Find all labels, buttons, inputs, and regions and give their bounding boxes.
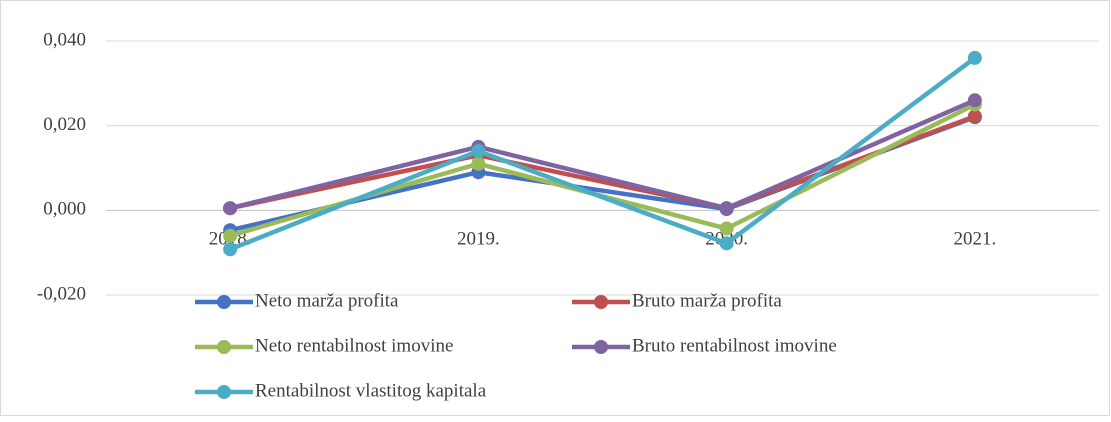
y-tick-label: 0,000 [43, 199, 86, 220]
legend-label: Bruto marža profita [632, 290, 782, 311]
series-line [229, 114, 976, 211]
data-point [967, 109, 982, 124]
legend-label: Bruto rentabilnost imovine [632, 335, 837, 356]
series-line [229, 98, 976, 211]
legend-swatch-marker [594, 295, 608, 309]
y-tick-label: 0,040 [43, 29, 86, 50]
legend-swatch-marker [594, 340, 608, 354]
data-point [967, 50, 982, 65]
x-tick-label: 2019. [457, 229, 500, 250]
series-line [229, 56, 977, 252]
legend-label: Neto marža profita [255, 290, 399, 311]
y-tick-label: -0,020 [37, 283, 86, 304]
data-point [471, 156, 486, 171]
legend-swatch-marker [217, 340, 231, 354]
legend-swatch-marker [217, 295, 231, 309]
legend-swatch-marker [217, 385, 231, 399]
data-point [223, 201, 238, 216]
data-point [719, 201, 734, 216]
data-point [223, 228, 238, 243]
data-point [967, 93, 982, 108]
data-point [471, 144, 486, 159]
data-point [719, 221, 734, 236]
legend-label: Neto rentabilnost imovine [255, 335, 453, 356]
x-tick-label: 2021. [954, 229, 997, 250]
y-tick-label: 0,020 [43, 114, 86, 135]
data-point [223, 242, 238, 257]
data-point [719, 236, 734, 251]
legend-label: Rentabilnost vlastitog kapitala [255, 380, 487, 401]
